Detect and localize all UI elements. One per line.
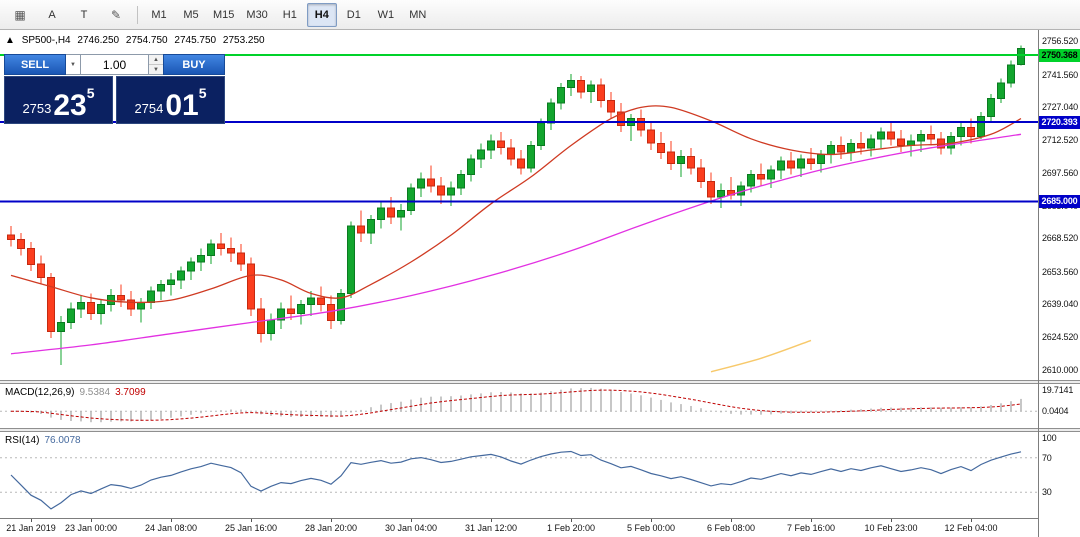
time-label: 31 Jan 12:00 [464, 523, 518, 533]
time-tick [811, 519, 812, 522]
low-value: 2745.750 [174, 35, 217, 46]
price-tick: 2741.560 [1042, 69, 1078, 80]
axis-divider [1039, 428, 1080, 432]
symbol-period: SP500-,H4 [21, 35, 71, 46]
time-label: 7 Feb 16:00 [786, 523, 836, 533]
time-tick [891, 519, 892, 522]
time-tick [171, 519, 172, 522]
toolbar-separator [137, 5, 138, 24]
volume-input[interactable]: 1.00 [81, 54, 149, 75]
buy-price-prefix: 2754 [134, 101, 164, 116]
time-tick [91, 519, 92, 522]
rsi-label: RSI(14) 76.0078 [5, 435, 81, 446]
volume-spinner: ▲ ▼ [149, 54, 163, 75]
chart-header: ▲ SP500-,H4 2746.250 2754.750 2745.750 2… [5, 35, 269, 46]
price-tick: 2668.520 [1042, 233, 1078, 244]
timeframe-m1[interactable]: M1 [151, 8, 167, 21]
price-tick: 2653.560 [1042, 266, 1078, 277]
draw-tool-icon[interactable]: ✎ [110, 7, 122, 22]
pane-divider[interactable] [0, 428, 1038, 432]
price-axis[interactable]: 2756.520 2741.560 2727.040 2712.520 2697.560… [1038, 30, 1080, 537]
volume-dropdown-icon[interactable]: ▼ [66, 54, 81, 75]
timeframe-buttons: M1 M5 M15 M30 H1 H4 D1 W1 MN [143, 2, 434, 27]
time-label: 24 Jan 08:00 [144, 523, 198, 533]
rsi-pane[interactable]: RSI(14) 76.0078 [0, 432, 1038, 518]
timeframe-m15[interactable]: M15 [213, 8, 235, 21]
one-click-trading-panel: SELL ▼ 1.00 ▲ ▼ BUY 2753 23 5 [4, 54, 225, 124]
price-tick: 2756.520 [1042, 36, 1078, 47]
time-label: 1 Feb 20:00 [546, 523, 596, 533]
rsi-axis-label: 30 [1042, 487, 1052, 498]
high-value: 2754.750 [125, 35, 168, 46]
time-label: 21 Jan 2019 [6, 523, 56, 533]
chart-window: ▲ SP500-,H4 2746.250 2754.750 2745.750 2… [0, 30, 1080, 537]
macd-axis-label: 0.0404 [1042, 406, 1069, 417]
sell-price-big: 23 [53, 88, 87, 122]
timeframe-m30[interactable]: M30 [246, 8, 268, 21]
sell-button[interactable]: SELL [4, 54, 66, 75]
price-tick: 2624.520 [1042, 331, 1078, 342]
buy-button[interactable]: BUY [163, 54, 225, 75]
time-label: 28 Jan 20:00 [304, 523, 358, 533]
toolbar-button-a[interactable]: A [48, 8, 56, 21]
volume-down-icon[interactable]: ▼ [153, 66, 159, 73]
time-tick [31, 519, 32, 522]
time-tick [331, 519, 332, 522]
timeframe-w1[interactable]: W1 [377, 8, 395, 21]
timeframe-h4[interactable]: H4 [306, 2, 337, 27]
price-tick: 2639.040 [1042, 299, 1078, 310]
timeframe-d1[interactable]: D1 [346, 8, 361, 21]
macd-pane[interactable]: MACD(12,26,9) 9.5384 3.7099 [0, 384, 1038, 428]
time-tick [971, 519, 972, 522]
main-chart[interactable]: ▲ SP500-,H4 2746.250 2754.750 2745.750 2… [0, 30, 1038, 380]
rsi-axis-label: 100 [1042, 433, 1057, 443]
rsi-axis-label: 70 [1042, 452, 1052, 463]
time-tick [491, 519, 492, 522]
time-label: 12 Feb 04:00 [944, 523, 998, 533]
buy-price-sup: 5 [198, 85, 207, 101]
time-tick [731, 519, 732, 522]
price-tick: 2610.000 [1042, 364, 1078, 375]
price-marker-badge: 2685.000 [1039, 195, 1080, 209]
timeframe-h1[interactable]: H1 [282, 8, 297, 21]
time-label: 6 Feb 08:00 [706, 523, 756, 533]
time-label: 23 Jan 00:00 [64, 523, 118, 533]
timeframe-m5[interactable]: M5 [183, 8, 199, 21]
open-value: 2746.250 [77, 35, 120, 46]
sell-price-sup: 5 [86, 85, 95, 101]
price-tick: 2697.560 [1042, 168, 1078, 179]
price-marker-badge: 2750.368 [1039, 48, 1080, 62]
time-label: 10 Feb 23:00 [864, 523, 918, 533]
toolbar-button-t[interactable]: T [80, 8, 88, 21]
timeframe-mn[interactable]: MN [409, 8, 427, 21]
buy-price-big: 01 [165, 88, 199, 122]
top-toolbar: ▦ A T ✎ M1 M5 M15 M30 H1 H4 D1 W1 MN [0, 0, 1080, 30]
close-value: 2753.250 [222, 35, 265, 46]
time-label: 5 Feb 00:00 [626, 523, 676, 533]
time-label: 25 Jan 16:00 [224, 523, 278, 533]
time-tick [651, 519, 652, 522]
buy-price[interactable]: 2754 01 5 [116, 76, 225, 124]
axis-divider [1039, 380, 1080, 384]
oct-collapse-arrow[interactable]: ▲ [5, 35, 15, 46]
chart-objects-icon[interactable]: ▦ [14, 7, 26, 22]
pane-divider[interactable] [0, 380, 1038, 384]
macd-axis-label: 19.7141 [1042, 385, 1074, 395]
price-marker-badge: 2720.393 [1039, 115, 1080, 129]
time-axis[interactable]: 21 Jan 2019 23 Jan 00:00 24 Jan 08:00 25 Ja… [0, 518, 1038, 537]
time-tick [251, 519, 252, 522]
volume-up-icon[interactable]: ▲ [149, 55, 163, 65]
price-tick: 2712.520 [1042, 134, 1078, 145]
sell-price[interactable]: 2753 23 5 [4, 76, 113, 124]
time-tick [571, 519, 572, 522]
macd-label: MACD(12,26,9) 9.5384 3.7099 [5, 387, 146, 398]
sell-price-prefix: 2753 [22, 101, 52, 116]
price-tick: 2727.040 [1042, 102, 1078, 113]
time-tick [411, 519, 412, 522]
time-label: 30 Jan 04:00 [384, 523, 438, 533]
